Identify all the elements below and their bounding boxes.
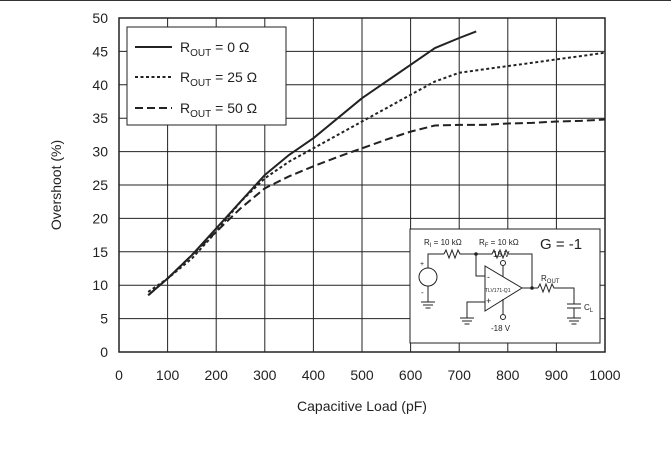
cl-capacitor-icon bbox=[567, 303, 581, 325]
legend-entry-0: ROUT = 0 Ω bbox=[180, 39, 249, 59]
x-tick-label: 600 bbox=[399, 367, 423, 383]
cl-label: CL bbox=[584, 303, 594, 314]
vpos-label: 18 V bbox=[493, 250, 510, 259]
opamp-plus: + bbox=[486, 296, 491, 306]
x-tick-label: 800 bbox=[496, 367, 520, 383]
y-tick-label: 35 bbox=[92, 110, 108, 126]
x-tick-label: 0 bbox=[115, 367, 123, 383]
y-tick-label: 5 bbox=[100, 311, 108, 327]
series-line-2 bbox=[147, 118, 605, 296]
opamp-part-label: TLV171-Q1 bbox=[485, 288, 511, 294]
y-tick-label: 20 bbox=[92, 210, 108, 226]
top-rule bbox=[0, 0, 671, 1]
source-plus: + bbox=[420, 261, 424, 268]
x-tick-label: 500 bbox=[350, 367, 374, 383]
y-tick-label: 40 bbox=[92, 77, 108, 93]
legend: ROUT = 0 Ω ROUT = 25 Ω ROUT = 50 Ω bbox=[126, 26, 287, 126]
x-tick-label: 700 bbox=[448, 367, 472, 383]
circuit-inset: G = -1 RI = 10 kΩ RF = 10 kΩ + - - + TLV… bbox=[409, 228, 601, 344]
ri-label: RI = 10 kΩ bbox=[424, 238, 462, 249]
y-tick-label: 0 bbox=[100, 344, 108, 360]
y-tick-label: 30 bbox=[92, 144, 108, 160]
vpos-terminal-icon bbox=[500, 260, 506, 266]
y-tick-label: 45 bbox=[92, 43, 108, 59]
x-tick-label: 400 bbox=[302, 367, 326, 383]
series-lines bbox=[147, 30, 605, 296]
opamp-minus: - bbox=[487, 272, 490, 282]
y-tick-label: 15 bbox=[92, 244, 108, 260]
x-axis-label: Capacitive Load (pF) bbox=[297, 398, 427, 414]
rout-label: ROUT bbox=[541, 274, 560, 285]
x-tick-label: 1000 bbox=[589, 367, 620, 383]
rout-resistor-icon bbox=[537, 282, 575, 304]
rf-label: RF = 10 kΩ bbox=[479, 238, 519, 249]
noninverting-ground-icon bbox=[460, 301, 485, 325]
x-tick-label: 900 bbox=[545, 367, 569, 383]
x-tick-label: 200 bbox=[205, 367, 229, 383]
x-tick-label: 300 bbox=[253, 367, 277, 383]
series-line-0 bbox=[147, 30, 477, 296]
x-tick-label: 100 bbox=[156, 367, 180, 383]
y-tick-label: 25 bbox=[92, 177, 108, 193]
source-minus: - bbox=[421, 288, 424, 297]
plot-frame bbox=[118, 17, 606, 353]
inverting-input-wire bbox=[475, 254, 485, 277]
ri-resistor-icon bbox=[443, 248, 476, 260]
legend-entry-2: ROUT = 50 Ω bbox=[180, 100, 257, 120]
output-junction-dot bbox=[530, 286, 534, 290]
source-wires bbox=[427, 253, 444, 302]
y-tick-label: 50 bbox=[92, 10, 108, 26]
y-tick-label: 10 bbox=[92, 277, 108, 293]
y-axis-label: Overshoot (%) bbox=[48, 140, 64, 230]
vneg-terminal-icon bbox=[500, 314, 506, 320]
tick-labels: 0 100 200 300 400 500 600 700 800 900 1000 0 5 10 15 20… bbox=[92, 10, 620, 383]
legend-entry-1: ROUT = 25 Ω bbox=[180, 69, 257, 89]
gain-label: G = -1 bbox=[540, 236, 582, 253]
ground-icon bbox=[421, 301, 435, 309]
rf-resistor-icon bbox=[476, 248, 533, 288]
vneg-label: -18 V bbox=[491, 324, 511, 333]
